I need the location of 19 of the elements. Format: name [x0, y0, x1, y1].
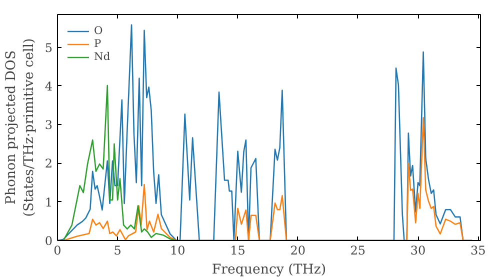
y-tick-label: 2 [44, 156, 53, 171]
x-tick-label: 10 [170, 244, 186, 258]
y-axis-title: Phonon projected DOS (States/THz·primitive cell) [4, 38, 37, 217]
x-axis-title: Frequency (THz) [212, 262, 326, 278]
y-tick-label: 3 [44, 118, 53, 132]
legend-label: Nd [94, 50, 112, 63]
y-tick-label: 4 [44, 79, 53, 94]
x-tick-label: 25 [350, 244, 366, 258]
y-tick-label: 1 [44, 195, 53, 210]
x-tick-label: 30 [410, 244, 426, 258]
x-tick-label: 5 [114, 244, 122, 258]
y-tick-label: 0 [44, 234, 53, 248]
x-tick-label: 0 [54, 244, 62, 258]
x-tick-label: 15 [230, 244, 246, 258]
y-tick-label: 5 [44, 40, 53, 55]
x-tick-label: 35 [470, 244, 486, 258]
legend-label: O [94, 24, 104, 37]
x-tick-label: 20 [290, 244, 306, 258]
legend-label: P [94, 37, 102, 50]
